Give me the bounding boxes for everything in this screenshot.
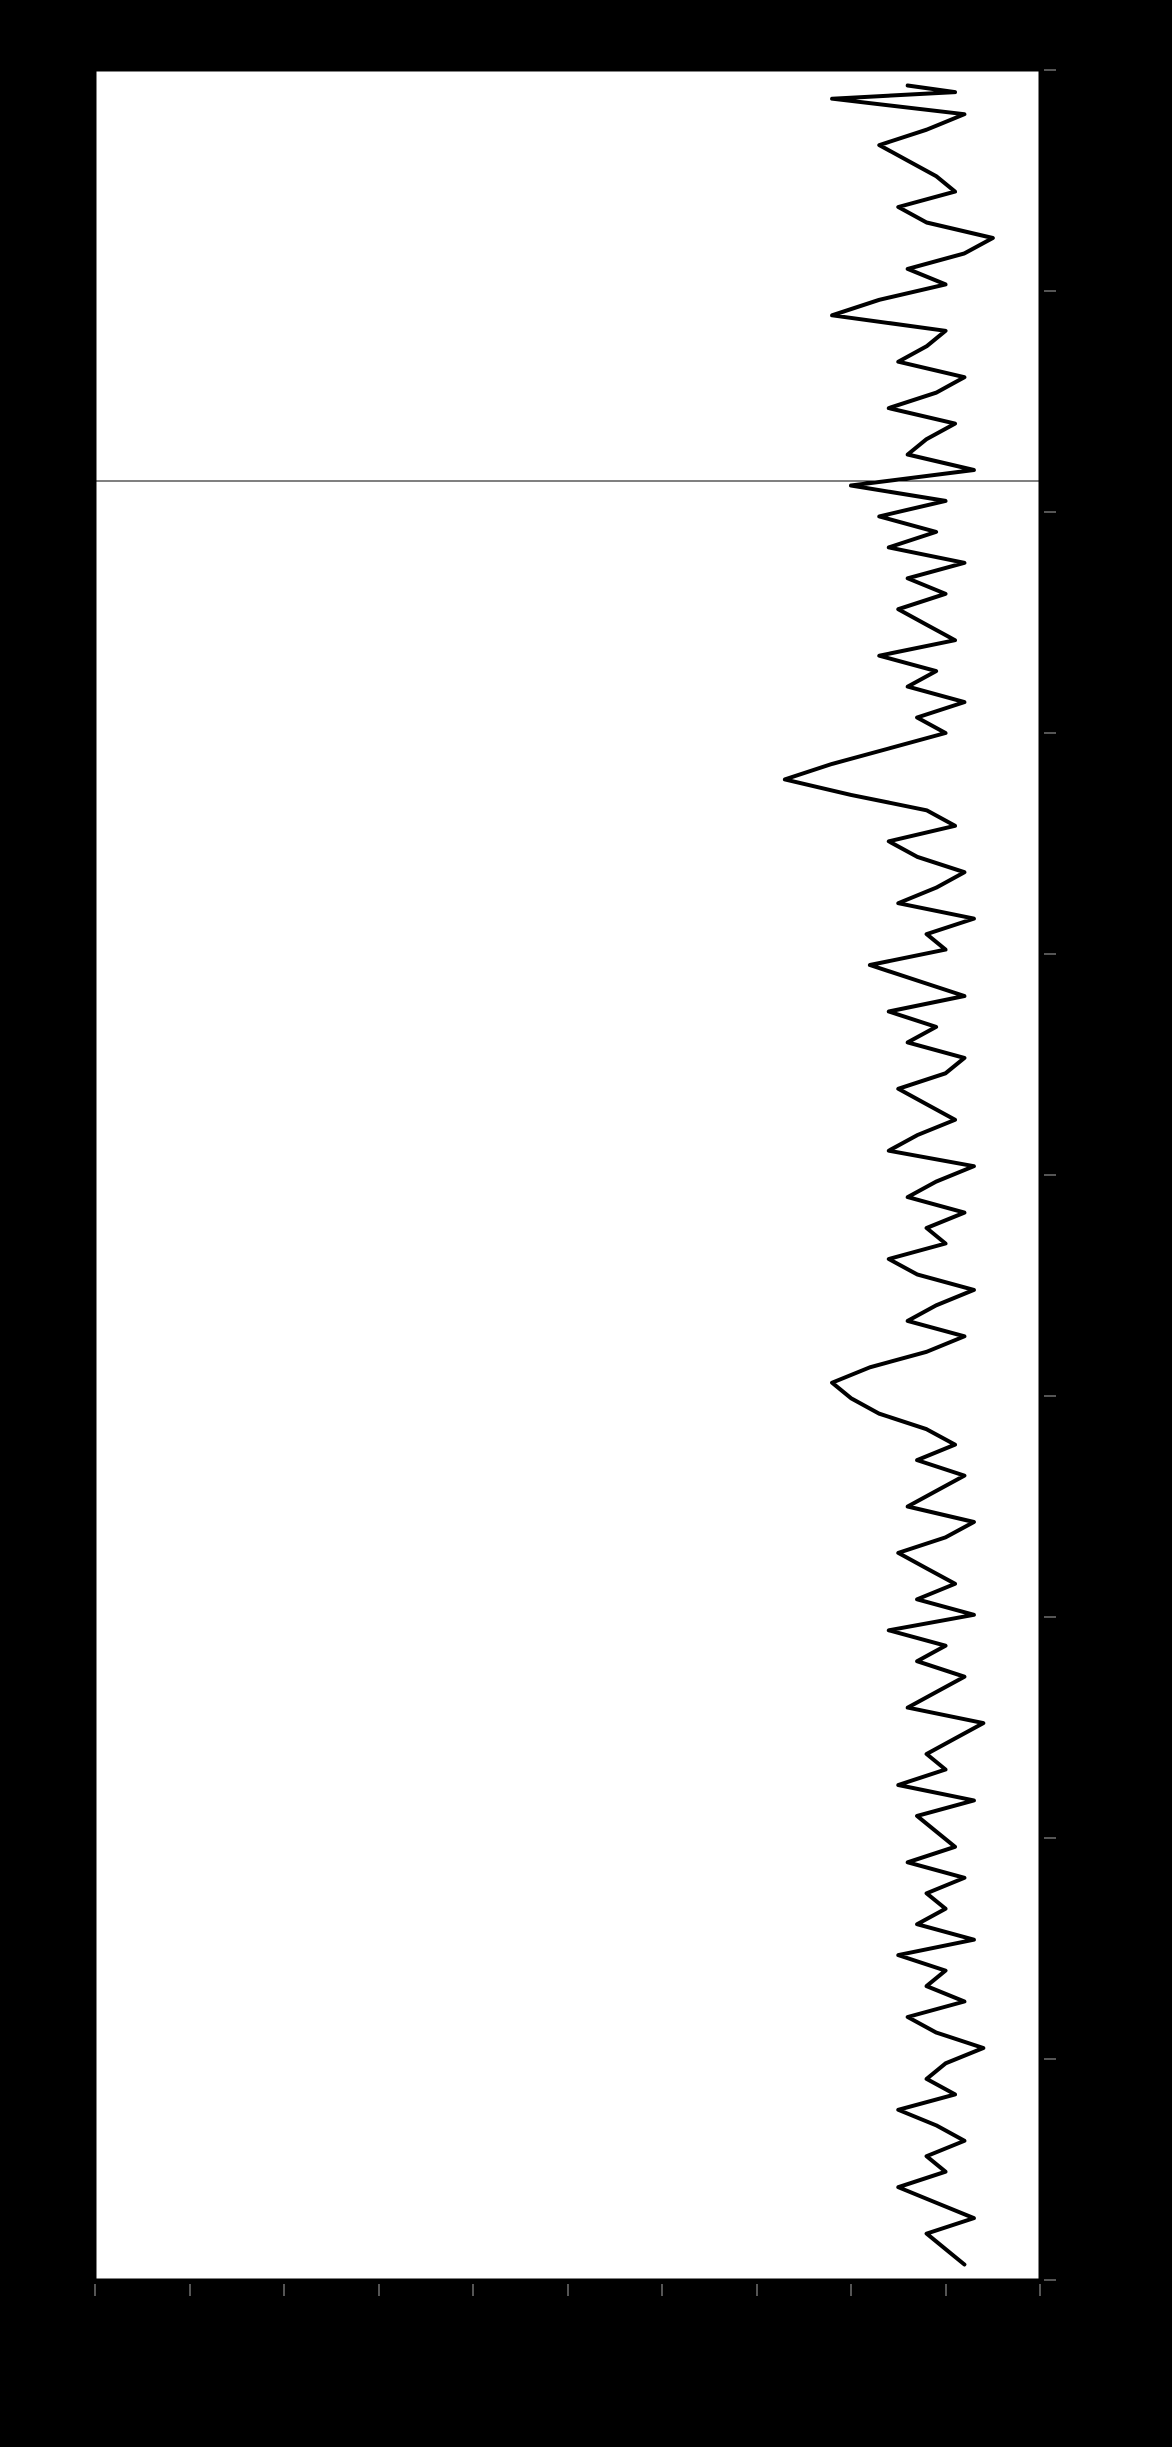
y-tick-mark — [1044, 511, 1056, 513]
waveform-line — [785, 86, 993, 2265]
y-tick-mark — [1044, 732, 1056, 734]
x-tick-mark — [189, 2284, 191, 2296]
y-tick-mark — [1044, 290, 1056, 292]
y-tick-mark — [1044, 69, 1056, 71]
x-tick-mark — [756, 2284, 758, 2296]
y-tick-mark — [1044, 1395, 1056, 1397]
x-tick-mark — [472, 2284, 474, 2296]
y-tick-mark — [1044, 1174, 1056, 1176]
x-tick-mark — [94, 2284, 96, 2296]
x-tick-mark — [567, 2284, 569, 2296]
x-tick-mark — [378, 2284, 380, 2296]
y-tick-mark — [1044, 953, 1056, 955]
x-tick-mark — [1039, 2284, 1041, 2296]
plot-border — [95, 70, 1040, 2280]
marker-triangle-icon — [1136, 2, 1164, 22]
x-tick-mark — [283, 2284, 285, 2296]
y-tick-mark — [1044, 1837, 1056, 1839]
chart-container — [0, 0, 1172, 2447]
x-tick-mark — [661, 2284, 663, 2296]
y-tick-mark — [1044, 2279, 1056, 2281]
y-tick-mark — [1044, 2058, 1056, 2060]
plot-svg — [95, 70, 1040, 2280]
x-tick-mark — [945, 2284, 947, 2296]
x-tick-mark — [850, 2284, 852, 2296]
y-tick-mark — [1044, 1616, 1056, 1618]
plot-area — [95, 70, 1040, 2280]
